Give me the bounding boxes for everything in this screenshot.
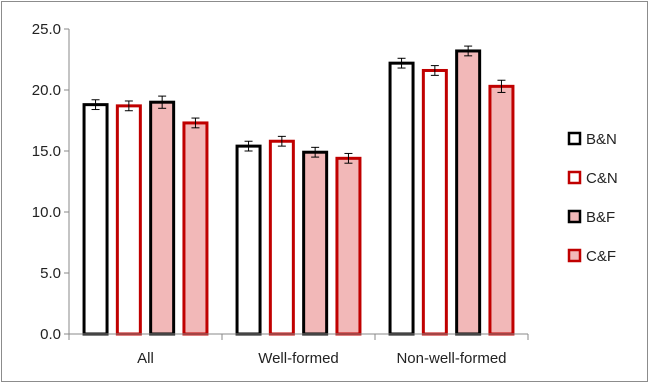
legend-label: C&N (586, 170, 618, 187)
bar-c-f-1 (335, 156, 362, 336)
legend: B&N C&N B&F C&F (567, 131, 618, 265)
y-tick-label: 15.0 (32, 143, 61, 160)
x-tick-label: Well-formed (258, 350, 339, 367)
bar-b-n-1 (235, 144, 262, 336)
legend-label: B&N (586, 131, 617, 148)
legend-swatch (567, 209, 582, 224)
bar-c-f-2 (488, 84, 515, 336)
bar-b-n-2 (388, 61, 415, 336)
legend-label: C&F (586, 248, 616, 265)
x-axis: All Well-formed Non-well-formed (68, 333, 529, 367)
legend-swatch (567, 131, 582, 146)
bar-c-n-1 (268, 139, 295, 336)
y-tick-label: 25.0 (32, 21, 61, 38)
bar-c-n-0 (115, 104, 142, 336)
bar-b-f-1 (302, 150, 329, 336)
bar-b-n-0 (82, 103, 109, 336)
bar-c-f-0 (182, 121, 209, 336)
legend-label: B&F (586, 209, 615, 226)
x-tick-label: Non-well-formed (396, 350, 506, 367)
y-tick-label: 5.0 (40, 265, 61, 282)
bars (82, 45, 515, 336)
bar-b-f-2 (455, 49, 482, 336)
bar-c-n-2 (421, 68, 448, 336)
legend-swatch (567, 170, 582, 185)
x-tick-label: All (137, 350, 154, 367)
y-tick-label: 20.0 (32, 82, 61, 99)
y-axis: 0.0 5.0 10.0 15.0 20.0 25.0 (32, 21, 70, 343)
legend-swatch (567, 248, 582, 263)
y-tick-label: 0.0 (40, 326, 61, 343)
y-tick-label: 10.0 (32, 204, 61, 221)
bar-b-f-0 (149, 100, 176, 336)
